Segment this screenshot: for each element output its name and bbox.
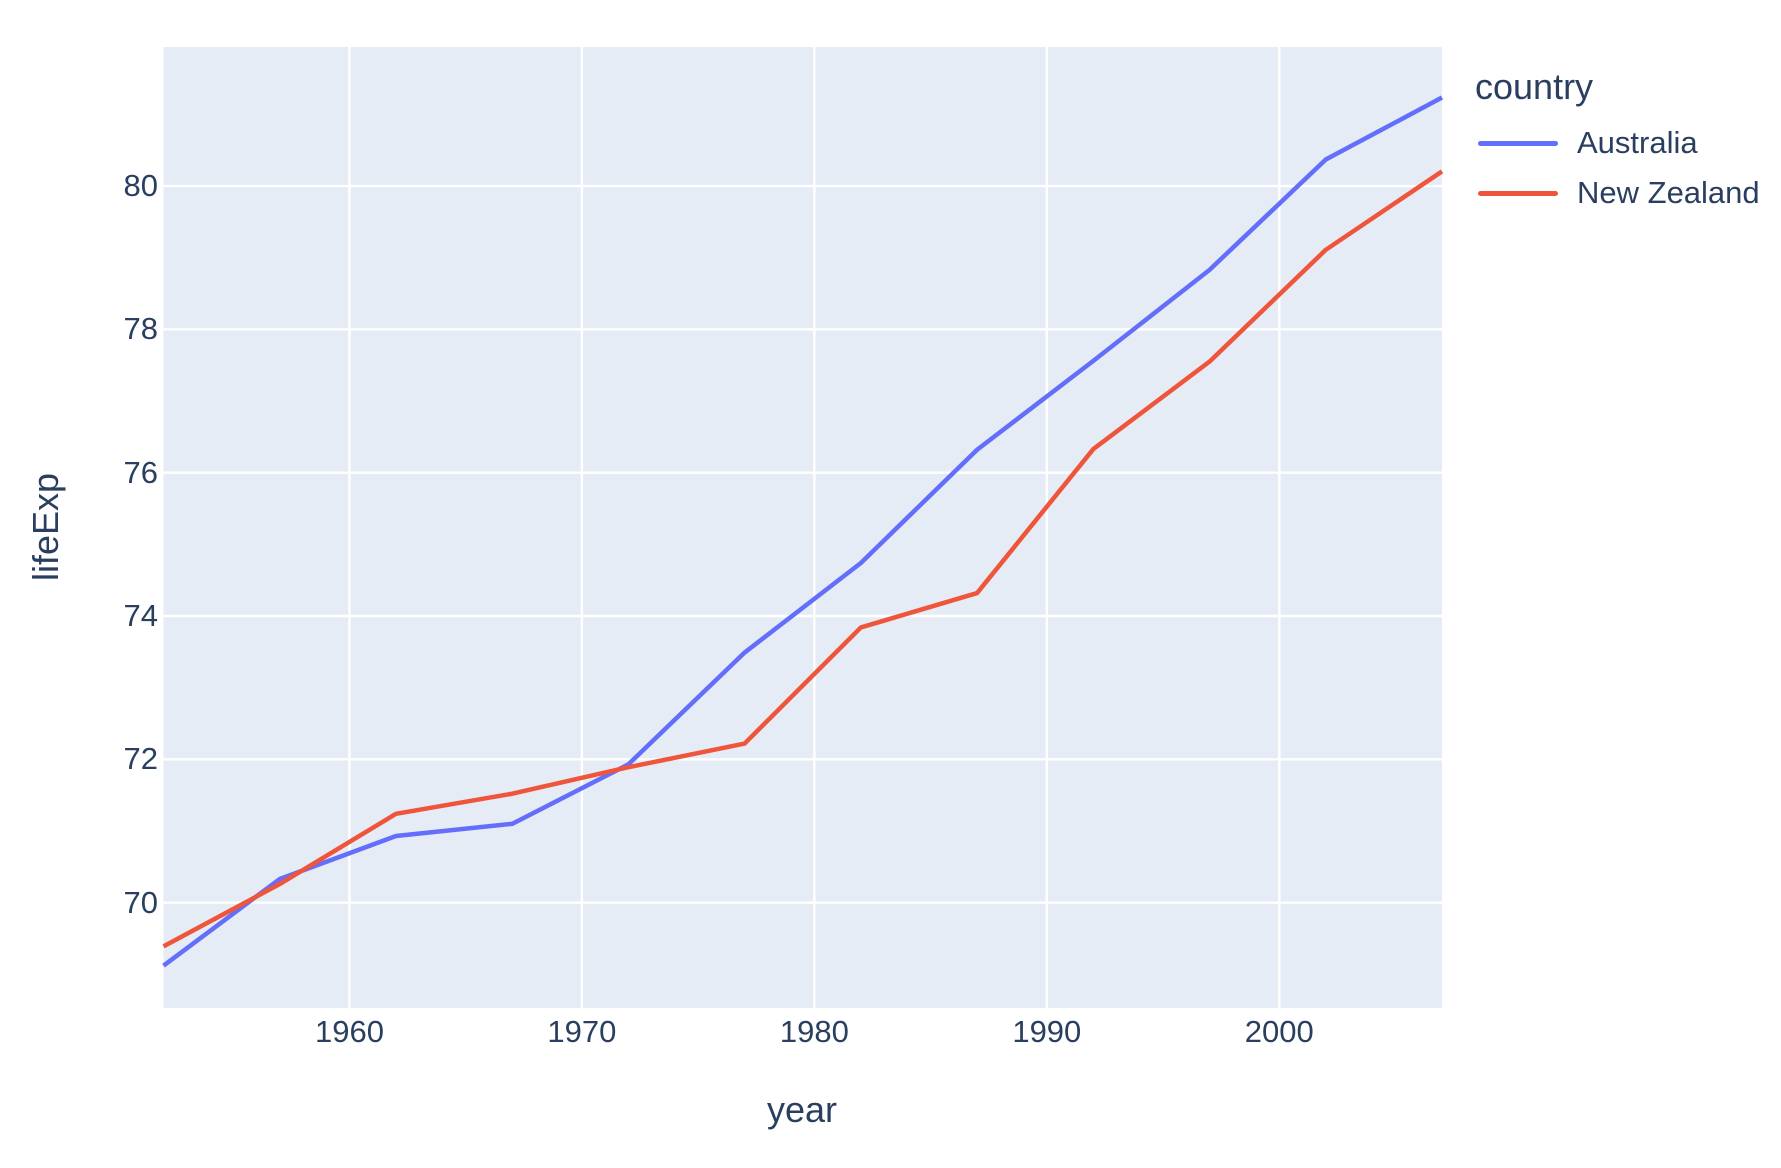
x-tick-label: 1990	[1012, 1014, 1082, 1049]
legend-line-swatch	[1478, 190, 1558, 196]
x-tick-label: 1970	[547, 1014, 617, 1049]
legend: country Australia New Zealand	[1473, 64, 1760, 218]
legend-item-new-zealand[interactable]: New Zealand	[1473, 168, 1760, 218]
line-australia[interactable]	[162, 95, 1444, 968]
y-tick-label: 74	[123, 598, 158, 633]
x-tick-label: 1980	[779, 1014, 849, 1049]
legend-line-swatch	[1478, 140, 1558, 146]
legend-title: country	[1475, 66, 1594, 107]
y-tick-label: 78	[123, 311, 158, 347]
plot-area[interactable]	[163, 47, 1443, 1008]
y-tick-label: 70	[123, 884, 158, 920]
legend-items: Australia New Zealand	[1473, 118, 1760, 218]
legend-item-label: Australia	[1577, 125, 1698, 160]
x-tick-label: 1960	[314, 1014, 384, 1049]
legend-item-australia[interactable]: Australia	[1473, 118, 1760, 168]
line-new-zealand[interactable]	[162, 169, 1444, 949]
legend-item-label: New Zealand	[1577, 175, 1760, 210]
y-axis-title: lifeExp	[25, 472, 66, 582]
x-tick-label: 2000	[1244, 1014, 1314, 1049]
y-tick-label: 76	[123, 454, 158, 490]
y-tick-label: 72	[123, 741, 158, 777]
x-axis-title: year	[766, 1089, 838, 1130]
y-tick-label: 80	[123, 168, 158, 204]
